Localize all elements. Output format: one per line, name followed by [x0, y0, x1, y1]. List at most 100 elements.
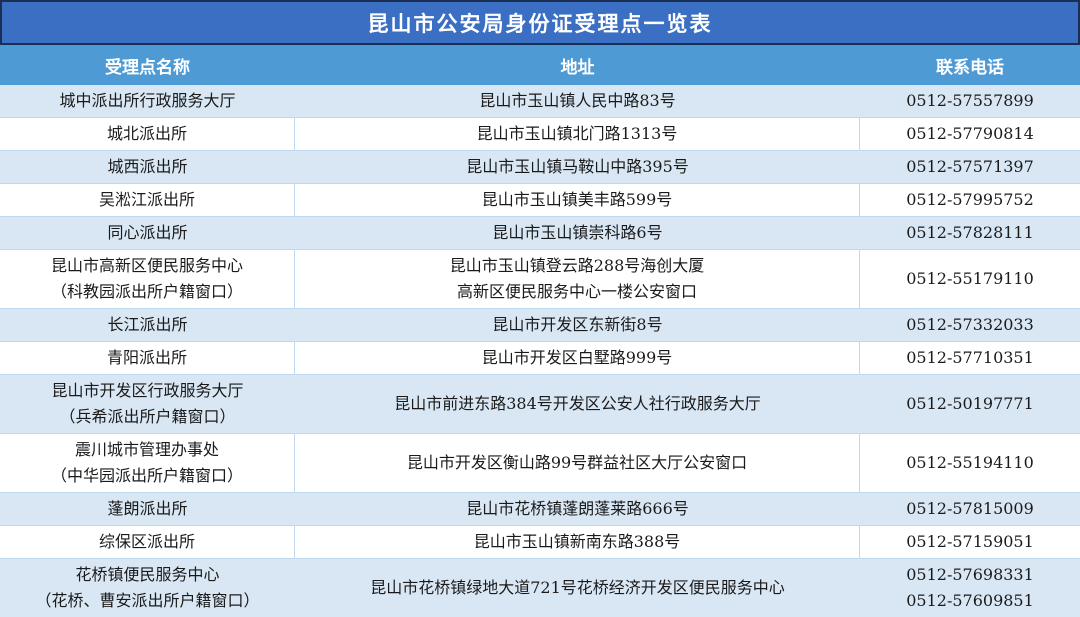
column-header-address: 地址 [295, 45, 860, 85]
cell-line: 0512-57828111 [906, 223, 1034, 242]
cell-acceptance-point-name: 花桥镇便民服务中心 （花桥、曹安派出所户籍窗口） [0, 559, 295, 617]
cell-acceptance-point-name: 长江派出所 [0, 309, 295, 341]
cell-line: 长江派出所 [107, 315, 188, 334]
cell-phone: 0512-55179110 [860, 249, 1080, 309]
cell-line: 0512-57332033 [906, 315, 1034, 334]
cell-line: 0512-50197771 [906, 394, 1034, 413]
column-header-name: 受理点名称 [0, 45, 295, 85]
table-row: 城北派出所 昆山市玉山镇北门路1313号 0512-57790814 [0, 117, 1080, 151]
cell-address: 昆山市开发区白墅路999号 [295, 341, 860, 375]
cell-acceptance-point-name: 城西派出所 [0, 151, 295, 183]
cell-address: 昆山市玉山镇崇科路6号 [295, 217, 860, 249]
cell-phone: 0512-57332033 [860, 309, 1080, 341]
cell-line: 0512-55179110 [906, 269, 1034, 288]
cell-line: 0512-55194110 [906, 453, 1034, 472]
table-row: 花桥镇便民服务中心 （花桥、曹安派出所户籍窗口） 昆山市花桥镇绿地大道721号花桥经… [0, 559, 1080, 617]
cell-line: 昆山市玉山镇新南东路388号 [473, 532, 681, 551]
cell-address: 昆山市玉山镇人民中路83号 [295, 85, 860, 117]
cell-phone: 0512-55194110 [860, 433, 1080, 493]
cell-line: 昆山市开发区衡山路99号群益社区大厅公安窗口 [406, 453, 748, 472]
cell-line: 昆山市玉山镇北门路1313号 [476, 124, 678, 143]
cell-line: （中华园派出所户籍窗口） [50, 466, 243, 485]
cell-phone: 0512-57828111 [860, 217, 1080, 249]
cell-line: 震川城市管理办事处 [74, 440, 219, 459]
table-row: 昆山市高新区便民服务中心 （科教园派出所户籍窗口） 昆山市玉山镇登云路288号海创大… [0, 249, 1080, 309]
cell-acceptance-point-name: 同心派出所 [0, 217, 295, 249]
cell-line: 0512-57571397 [906, 157, 1034, 176]
cell-line: 0512-57698331 [906, 565, 1034, 584]
table-row: 青阳派出所 昆山市开发区白墅路999号 0512-57710351 [0, 341, 1080, 375]
cell-line: （科教园派出所户籍窗口） [50, 282, 243, 301]
table-body: 城中派出所行政服务大厅 昆山市玉山镇人民中路83号 0512-57557899 城北派… [0, 85, 1080, 617]
cell-address: 昆山市开发区东新街8号 [295, 309, 860, 341]
cell-line: 0512-57710351 [906, 348, 1034, 367]
cell-phone: 0512-50197771 [860, 375, 1080, 433]
table-row: 昆山市开发区行政服务大厅 （兵希派出所户籍窗口） 昆山市前进东路384号开发区公安人… [0, 375, 1080, 433]
cell-line: 0512-57995752 [906, 190, 1034, 209]
table-row: 吴淞江派出所 昆山市玉山镇美丰路599号 0512-57995752 [0, 183, 1080, 217]
table-row: 长江派出所 昆山市开发区东新街8号 0512-57332033 [0, 309, 1080, 341]
cell-address: 昆山市玉山镇美丰路599号 [295, 183, 860, 217]
cell-address: 昆山市前进东路384号开发区公安人社行政服务大厅 [295, 375, 860, 433]
cell-phone: 0512-57159051 [860, 525, 1080, 559]
cell-line: 综保区派出所 [98, 532, 195, 551]
cell-acceptance-point-name: 昆山市高新区便民服务中心 （科教园派出所户籍窗口） [0, 249, 295, 309]
cell-line: 0512-57790814 [906, 124, 1034, 143]
cell-line: （花桥、曹安派出所户籍窗口） [35, 591, 260, 610]
cell-line: 0512-57557899 [906, 91, 1034, 110]
table-row: 综保区派出所 昆山市玉山镇新南东路388号 0512-57159051 [0, 525, 1080, 559]
cell-line: 昆山市玉山镇登云路288号海创大厦 [449, 256, 705, 275]
cell-line: 昆山市开发区东新街8号 [492, 315, 663, 334]
cell-acceptance-point-name: 蓬朗派出所 [0, 493, 295, 525]
cell-address: 昆山市花桥镇绿地大道721号花桥经济开发区便民服务中心 [295, 559, 860, 617]
cell-line: 城中派出所行政服务大厅 [59, 91, 236, 110]
cell-address: 昆山市玉山镇新南东路388号 [295, 525, 860, 559]
cell-line: 昆山市玉山镇崇科路6号 [492, 223, 663, 242]
cell-line: 0512-57609851 [906, 591, 1034, 610]
cell-address: 昆山市玉山镇登云路288号海创大厦 高新区便民服务中心一楼公安窗口 [295, 249, 860, 309]
cell-line: 昆山市前进东路384号开发区公安人社行政服务大厅 [394, 394, 761, 413]
cell-line: 0512-57159051 [906, 532, 1034, 551]
table-row: 城中派出所行政服务大厅 昆山市玉山镇人民中路83号 0512-57557899 [0, 85, 1080, 117]
cell-acceptance-point-name: 青阳派出所 [0, 341, 295, 375]
cell-phone: 0512-57557899 [860, 85, 1080, 117]
table-row: 城西派出所 昆山市玉山镇马鞍山中路395号 0512-57571397 [0, 151, 1080, 183]
cell-acceptance-point-name: 综保区派出所 [0, 525, 295, 559]
cell-line: 昆山市开发区白墅路999号 [481, 348, 673, 367]
cell-line: （兵希派出所户籍窗口） [59, 407, 236, 426]
page-title: 昆山市公安局身份证受理点一览表 [367, 10, 713, 36]
cell-phone: 0512-57698331 0512-57609851 [860, 559, 1080, 617]
cell-line: 吴淞江派出所 [98, 190, 195, 209]
cell-acceptance-point-name: 震川城市管理办事处 （中华园派出所户籍窗口） [0, 433, 295, 493]
cell-acceptance-point-name: 昆山市开发区行政服务大厅 （兵希派出所户籍窗口） [0, 375, 295, 433]
cell-line: 昆山市玉山镇人民中路83号 [479, 91, 676, 110]
table-row: 震川城市管理办事处 （中华园派出所户籍窗口） 昆山市开发区衡山路99号群益社区大厅公… [0, 433, 1080, 493]
cell-phone: 0512-57710351 [860, 341, 1080, 375]
cell-line: 0512-57815009 [906, 499, 1034, 518]
column-header-phone: 联系电话 [860, 45, 1080, 85]
cell-line: 昆山市花桥镇蓬朗蓬莱路666号 [466, 499, 689, 518]
cell-acceptance-point-name: 吴淞江派出所 [0, 183, 295, 217]
table-title-bar: 昆山市公安局身份证受理点一览表 [0, 0, 1080, 45]
table-row: 蓬朗派出所 昆山市花桥镇蓬朗蓬莱路666号 0512-57815009 [0, 493, 1080, 525]
cell-line: 同心派出所 [107, 223, 188, 242]
table-row: 同心派出所 昆山市玉山镇崇科路6号 0512-57828111 [0, 217, 1080, 249]
cell-address: 昆山市花桥镇蓬朗蓬莱路666号 [295, 493, 860, 525]
cell-acceptance-point-name: 城中派出所行政服务大厅 [0, 85, 295, 117]
cell-line: 昆山市花桥镇绿地大道721号花桥经济开发区便民服务中心 [370, 578, 785, 597]
cell-phone: 0512-57995752 [860, 183, 1080, 217]
cell-phone: 0512-57815009 [860, 493, 1080, 525]
header-row: 受理点名称 地址 联系电话 [0, 45, 1080, 85]
cell-phone: 0512-57790814 [860, 117, 1080, 151]
cell-line: 城北派出所 [106, 124, 187, 143]
cell-acceptance-point-name: 城北派出所 [0, 117, 295, 151]
cell-line: 高新区便民服务中心一楼公安窗口 [456, 282, 697, 301]
cell-line: 蓬朗派出所 [107, 499, 188, 518]
cell-line: 青阳派出所 [106, 348, 187, 367]
cell-line: 花桥镇便民服务中心 [75, 565, 220, 584]
cell-address: 昆山市开发区衡山路99号群益社区大厅公安窗口 [295, 433, 860, 493]
cell-address: 昆山市玉山镇马鞍山中路395号 [295, 151, 860, 183]
cell-line: 昆山市玉山镇美丰路599号 [481, 190, 673, 209]
cell-address: 昆山市玉山镇北门路1313号 [295, 117, 860, 151]
